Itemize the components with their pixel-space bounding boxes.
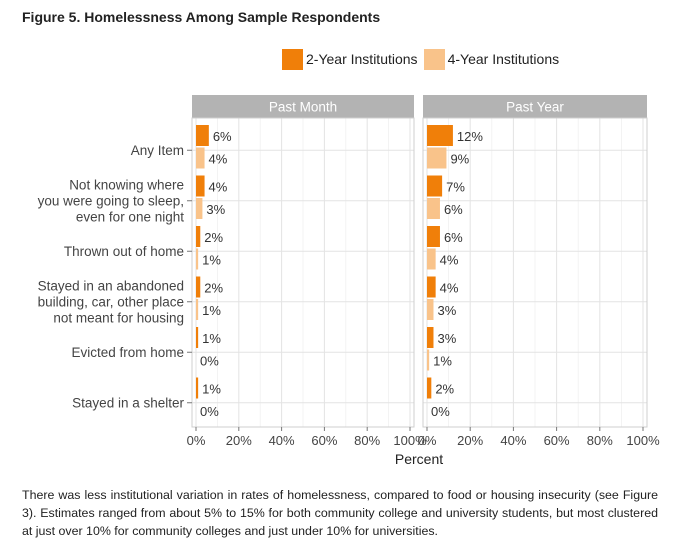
category-label: not meant for housing (53, 310, 184, 325)
bar-past-month (196, 377, 199, 399)
x-tick-label: 0% (187, 433, 206, 448)
data-label: 6% (444, 202, 463, 217)
bar-past-year (427, 248, 436, 270)
data-label: 6% (444, 230, 463, 245)
category-label: even for one night (76, 209, 184, 224)
data-label: 3% (437, 303, 456, 318)
data-label: 0% (200, 354, 219, 369)
category-label: Thrown out of home (64, 244, 184, 259)
data-label: 1% (202, 382, 221, 397)
data-label: 2% (204, 230, 223, 245)
bar-past-year (427, 349, 430, 371)
legend-item-2-year: 2-Year Institutions (282, 48, 418, 70)
x-tick-label: 40% (269, 433, 295, 448)
data-label: 1% (202, 303, 221, 318)
data-label: 4% (209, 180, 228, 195)
bar-past-year (427, 276, 436, 298)
data-label: 3% (206, 202, 225, 217)
data-label: 4% (440, 253, 459, 268)
category-label: Stayed in an abandoned (38, 278, 184, 293)
x-tick-label: 80% (587, 433, 613, 448)
legend-item-4-year: 4-Year Institutions (423, 48, 560, 70)
x-tick-label: 20% (457, 433, 483, 448)
x-tick-label: 100% (626, 433, 660, 448)
bar-past-year (427, 299, 434, 320)
x-tick-label: 100% (393, 433, 427, 448)
x-tick-label: 80% (354, 433, 380, 448)
bar-past-year (427, 327, 434, 348)
category-label: building, car, other place (38, 294, 184, 309)
panel-border-past-year (422, 117, 648, 428)
bar-past-month (196, 198, 203, 219)
data-label: 4% (440, 281, 459, 296)
bar-past-month (196, 299, 199, 320)
panel-border-past-month (191, 117, 415, 428)
bar-past-year (427, 147, 447, 169)
legend-swatch-4-year (423, 48, 445, 70)
bar-past-month (196, 276, 201, 298)
data-label: 6% (213, 129, 232, 144)
category-label: Evicted from home (71, 345, 184, 360)
x-tick-label: 60% (311, 433, 337, 448)
x-tick-label: 60% (544, 433, 570, 448)
chart-legend: 2-Year Institutions 4-Year Institutions (282, 48, 565, 70)
category-label: Not knowing where (69, 177, 184, 192)
data-label: 2% (204, 281, 223, 296)
x-tick-label: 20% (226, 433, 252, 448)
category-label: you were going to sleep, (38, 193, 184, 208)
legend-label-2-year: 2-Year Institutions (306, 51, 418, 67)
category-label: Any Item (131, 143, 184, 158)
bar-past-year (427, 125, 453, 146)
facet-label-past-month: Past Month (269, 100, 337, 115)
data-label: 1% (202, 331, 221, 346)
bar-past-year (427, 175, 443, 197)
bar-past-year (427, 198, 440, 219)
data-label: 12% (457, 129, 483, 144)
data-label: 0% (431, 404, 450, 419)
bar-past-month (196, 327, 199, 348)
figure-caption: There was less institutional variation i… (22, 488, 658, 538)
facet-label-past-year: Past Year (506, 100, 564, 115)
facet-strip-past-month (192, 95, 414, 118)
bar-past-month (196, 248, 199, 270)
data-label: 7% (446, 180, 465, 195)
bar-chart: Past Month 6% 4% 4% 3% 2% 1% 2% 1% 1% 0% 1% 0% 0% 20% 4… (38, 95, 660, 467)
data-label: 2% (435, 382, 454, 397)
bar-past-month (196, 147, 205, 169)
data-label: 0% (200, 404, 219, 419)
x-tick-label: 40% (500, 433, 526, 448)
x-axis-title: Percent (395, 451, 443, 467)
legend-label-4-year: 4-Year Institutions (447, 51, 560, 67)
bar-past-year (427, 377, 432, 399)
figure-title: Figure 5. Homelessness Among Sample Resp… (22, 9, 381, 25)
facet-strip-past-year (423, 95, 647, 118)
x-tick-label: 0% (418, 433, 437, 448)
data-label: 9% (450, 152, 469, 167)
data-label: 4% (209, 152, 228, 167)
bar-past-year (427, 226, 440, 247)
legend-swatch-2-year (282, 48, 303, 70)
data-label: 1% (202, 253, 221, 268)
data-label: 3% (437, 331, 456, 346)
bar-past-month (196, 226, 201, 247)
bar-past-month (196, 175, 205, 197)
category-label: Stayed in a shelter (72, 395, 184, 410)
bar-past-month (196, 125, 209, 146)
data-label: 1% (433, 354, 452, 369)
